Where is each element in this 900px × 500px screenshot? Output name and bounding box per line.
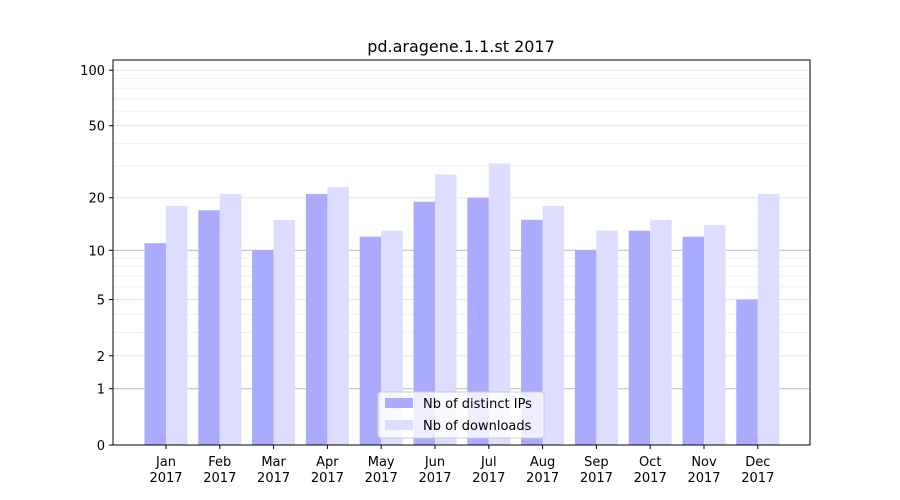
x-tick-label: 2017 bbox=[526, 471, 559, 486]
bar-distinct-ips bbox=[574, 250, 597, 445]
x-tick-label: Sep bbox=[584, 455, 609, 470]
bar-distinct-ips bbox=[521, 219, 543, 445]
bar-distinct-ips bbox=[467, 197, 489, 445]
plot-frame bbox=[112, 59, 811, 446]
x-tick-label: 2017 bbox=[472, 471, 505, 486]
legend: Nb of distinct IPs Nb of downloads bbox=[377, 391, 545, 439]
x-axis: Jan2017Feb2017Mar2017Apr2017May2017Jun20… bbox=[149, 445, 774, 486]
legend-label-ips: Nb of distinct IPs bbox=[423, 397, 532, 412]
bar-downloads bbox=[166, 205, 188, 445]
x-tick-label: 2017 bbox=[418, 471, 451, 486]
bar-distinct-ips bbox=[682, 236, 704, 445]
bar-downloads bbox=[757, 193, 780, 445]
legend-box bbox=[377, 391, 545, 439]
bar-downloads bbox=[542, 205, 565, 445]
x-tick-label: Feb bbox=[208, 455, 231, 470]
x-tick-label: 2017 bbox=[203, 471, 236, 486]
x-tick-label: Mar bbox=[261, 455, 286, 470]
bar-downloads bbox=[435, 174, 457, 445]
x-tick-label: 2017 bbox=[687, 471, 720, 486]
x-tick-label: 2017 bbox=[580, 471, 613, 486]
legend-swatch-downloads bbox=[385, 420, 413, 430]
bar-downloads bbox=[596, 230, 618, 445]
bar-downloads bbox=[650, 219, 672, 445]
legend-swatch-ips bbox=[385, 398, 413, 408]
x-tick-label: Jun bbox=[424, 455, 445, 470]
bar-distinct-ips bbox=[198, 210, 220, 445]
y-axis: 0 1 2 5 10 20 50 100 bbox=[80, 64, 113, 454]
chart-title: pd.aragene.1.1.st 2017 bbox=[367, 37, 555, 56]
y-tick-label: 2 bbox=[97, 350, 105, 365]
bar-downloads bbox=[327, 186, 349, 445]
x-tick-label: Apr bbox=[316, 455, 339, 470]
bar-distinct-ips bbox=[736, 299, 758, 445]
y-tick-label: 10 bbox=[88, 244, 105, 259]
bar-downloads bbox=[219, 193, 242, 445]
y-tick-label: 20 bbox=[88, 192, 105, 207]
bar-downloads bbox=[488, 163, 511, 445]
x-tick-label: Dec bbox=[745, 455, 770, 470]
bar-downloads bbox=[704, 225, 726, 445]
x-tick-label: Aug bbox=[530, 455, 555, 470]
bar-downloads bbox=[273, 219, 296, 445]
bar-distinct-ips bbox=[305, 193, 328, 445]
x-tick-label: Nov bbox=[691, 455, 717, 470]
y-tick-label: 5 bbox=[97, 293, 105, 308]
x-tick-label: Oct bbox=[639, 455, 661, 470]
y-tick-label: 0 bbox=[97, 439, 105, 454]
x-tick-label: Jan bbox=[155, 455, 176, 470]
y-tick-label: 1 bbox=[97, 383, 105, 398]
bar-distinct-ips bbox=[144, 243, 166, 445]
legend-label-downloads: Nb of downloads bbox=[423, 419, 532, 434]
y-tick-label: 50 bbox=[88, 120, 105, 135]
x-tick-label: 2017 bbox=[741, 471, 774, 486]
bars bbox=[144, 163, 780, 445]
bar-distinct-ips bbox=[628, 230, 651, 445]
bar-distinct-ips bbox=[252, 250, 274, 445]
x-tick-label: 2017 bbox=[311, 471, 344, 486]
bar-downloads bbox=[381, 230, 403, 445]
bar-distinct-ips bbox=[413, 201, 435, 445]
y-tick-label: 100 bbox=[80, 64, 105, 79]
bar-distinct-ips bbox=[359, 236, 382, 445]
x-tick-label: 2017 bbox=[149, 471, 182, 486]
x-tick-label: 2017 bbox=[365, 471, 398, 486]
x-tick-label: May bbox=[368, 455, 395, 470]
x-tick-label: 2017 bbox=[257, 471, 290, 486]
x-tick-label: Jul bbox=[480, 455, 497, 470]
x-tick-label: 2017 bbox=[634, 471, 667, 486]
